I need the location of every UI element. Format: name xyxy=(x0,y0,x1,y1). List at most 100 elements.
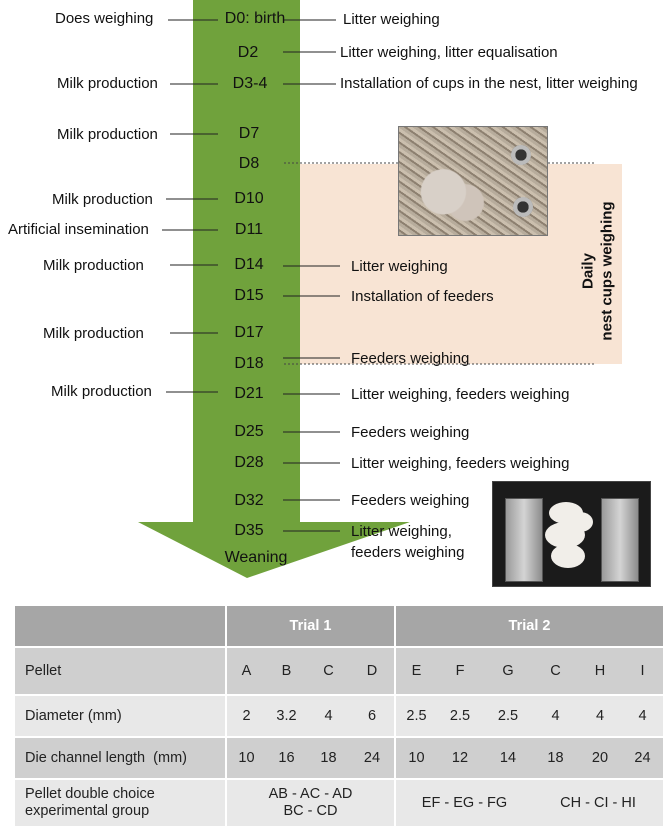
daily-box-label: Daily nest cups weighing xyxy=(548,178,648,364)
timeline-arrow-diagram xyxy=(138,0,596,578)
table-row: Pellet A B C D E F G C H I xyxy=(15,646,663,694)
daily-label-line2: nest cups weighing xyxy=(599,201,616,341)
day-label: D11 xyxy=(234,221,264,238)
row-header: Pellet double choice experimental group xyxy=(15,778,225,826)
day-label: D18 xyxy=(234,355,264,372)
right-label: Litter weighing xyxy=(351,258,448,275)
header-blank-cell xyxy=(15,606,225,646)
feeder-icon xyxy=(505,498,543,582)
green-arrow xyxy=(138,0,410,578)
left-label: Milk production xyxy=(43,325,144,342)
day-label: D10 xyxy=(234,190,264,207)
left-label: Does weighing xyxy=(55,10,154,27)
group-text: AB - AC - AD xyxy=(268,786,353,802)
table-cell: 2 xyxy=(225,694,266,736)
table-cell: B xyxy=(266,646,307,694)
day-label: D25 xyxy=(234,423,264,440)
left-label: Milk production xyxy=(57,75,158,92)
table-cell: 18 xyxy=(307,736,350,778)
nest-cup-icon xyxy=(511,145,531,165)
day-label: D35 xyxy=(234,522,264,539)
rabbit-icon xyxy=(567,512,593,532)
trial1-groups-cell: AB - AC - AD BC - CD xyxy=(225,778,394,826)
left-label: Milk production xyxy=(51,383,152,400)
table-cell: A xyxy=(225,646,266,694)
left-connectors xyxy=(162,19,218,393)
right-label: Feeders weighing xyxy=(351,492,470,509)
table-cell: 2.5 xyxy=(483,694,533,736)
table-cell: 4 xyxy=(622,694,663,736)
table-cell: 16 xyxy=(266,736,307,778)
table-cell: 18 xyxy=(533,736,578,778)
right-label: Litter weighing, xyxy=(351,523,452,540)
feeders-photo xyxy=(492,481,651,587)
row-header: Diameter (mm) xyxy=(15,694,225,736)
day-label: Weaning xyxy=(224,549,288,566)
feeder-icon xyxy=(601,498,639,582)
left-label: Milk production xyxy=(57,126,158,143)
table-cell: 24 xyxy=(622,736,663,778)
table-cell: 14 xyxy=(483,736,533,778)
trial2-groups-cell-b: CH - CI - HI xyxy=(533,778,663,826)
right-label: Installation of cups in the nest, litter… xyxy=(340,75,638,92)
day-label: D32 xyxy=(234,492,264,509)
right-label: feeders weighing xyxy=(351,544,465,561)
right-label: Installation of feeders xyxy=(351,288,494,305)
day-label: D8 xyxy=(238,155,260,172)
left-label: Milk production xyxy=(52,191,153,208)
day-label: D0: birth xyxy=(224,10,286,27)
right-label: Feeders weighing xyxy=(351,350,470,367)
daily-label-line1: Daily xyxy=(580,253,597,289)
left-label: Milk production xyxy=(43,257,144,274)
table-row: Die channel length (mm) 10 16 18 24 10 1… xyxy=(15,736,663,778)
table-cell: C xyxy=(533,646,578,694)
table-cell: 10 xyxy=(225,736,266,778)
table-cell: D xyxy=(350,646,394,694)
right-connectors xyxy=(283,19,340,532)
nest-cup-icon xyxy=(513,197,533,217)
table-cell: E xyxy=(394,646,437,694)
table-cell: C xyxy=(307,646,350,694)
table-cell: I xyxy=(622,646,663,694)
table-cell: 6 xyxy=(350,694,394,736)
table-cell: 2.5 xyxy=(437,694,483,736)
table-cell: 4 xyxy=(533,694,578,736)
day-label: D21 xyxy=(234,385,264,402)
left-label: Artificial insemination xyxy=(8,221,149,238)
trial2-groups-cell-a: EF - EG - FG xyxy=(394,778,533,826)
group-text: BC - CD xyxy=(283,803,338,819)
table-cell: 24 xyxy=(350,736,394,778)
row-header: Die channel length (mm) xyxy=(15,736,225,778)
row-header: Pellet xyxy=(15,646,225,694)
right-label: Litter weighing xyxy=(343,11,440,28)
table-cell: 4 xyxy=(307,694,350,736)
table-row: Diameter (mm) 2 3.2 4 6 2.5 2.5 2.5 4 4 … xyxy=(15,694,663,736)
day-label: D7 xyxy=(238,125,260,142)
group-label-line1: Pellet double choice xyxy=(25,786,155,802)
rabbit-icon xyxy=(551,544,585,568)
table-cell: 3.2 xyxy=(266,694,307,736)
table-cell: F xyxy=(437,646,483,694)
right-label: Litter weighing, feeders weighing xyxy=(351,455,570,472)
table-cell: 20 xyxy=(578,736,622,778)
table-cell: 4 xyxy=(578,694,622,736)
table-cell: 2.5 xyxy=(394,694,437,736)
table-cell: 12 xyxy=(437,736,483,778)
right-label: Feeders weighing xyxy=(351,424,470,441)
day-label: D15 xyxy=(234,287,264,304)
table-cell: 10 xyxy=(394,736,437,778)
table-row: Pellet double choice experimental group … xyxy=(15,778,663,826)
day-label: D28 xyxy=(234,454,264,471)
day-label: D14 xyxy=(234,256,264,273)
table-cell: G xyxy=(483,646,533,694)
table-cell: H xyxy=(578,646,622,694)
day-label: D2 xyxy=(237,44,259,61)
trial1-header: Trial 1 xyxy=(225,606,394,646)
trial2-header: Trial 2 xyxy=(394,606,663,646)
right-label: Litter weighing, litter equalisation xyxy=(340,44,558,61)
day-label: D3-4 xyxy=(232,75,268,92)
right-label: Litter weighing, feeders weighing xyxy=(351,386,570,403)
pellet-table: Trial 1 Trial 2 Pellet A B C D E F G C H… xyxy=(15,606,663,826)
group-label-line2: experimental group xyxy=(25,803,150,819)
nest-cups-photo xyxy=(398,126,548,236)
